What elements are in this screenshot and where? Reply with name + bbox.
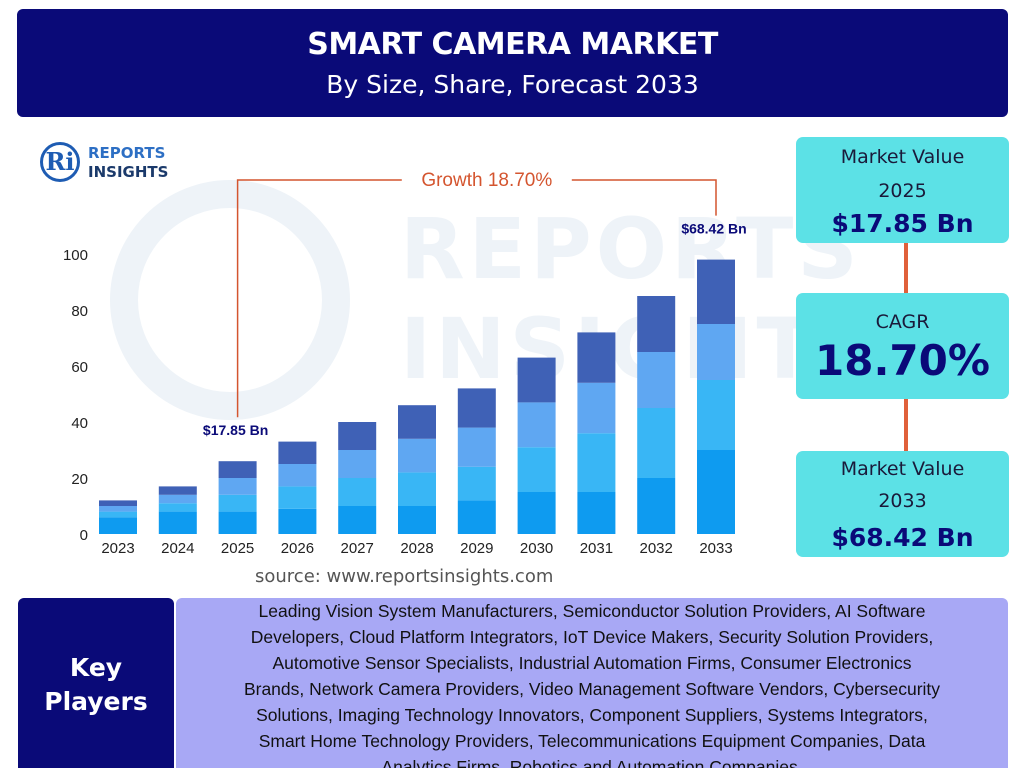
bar-segment [517, 357, 556, 403]
key-players-line: Brands, Network Camera Providers, Video … [243, 679, 941, 699]
bar-segment [338, 450, 377, 478]
bar-segment [457, 466, 496, 501]
connector-line-top [904, 243, 908, 293]
bar-segment [278, 508, 317, 534]
growth-label: Growth 18.70% [421, 170, 552, 191]
source-note: source: www.reportsinsights.com [255, 566, 554, 587]
key-players-line: Leading Vision System Manufacturers, Sem… [258, 601, 926, 621]
y-tick-label: 0 [80, 527, 88, 544]
brand-logo: Ri REPORTS INSIGHTS [40, 142, 190, 184]
key-players-heading-box: Key Players [18, 598, 174, 768]
bar-segment [457, 388, 496, 428]
market-value-2025-label-line2: 2025 [878, 180, 927, 202]
cagr-label: CAGR [875, 311, 930, 333]
market-value-2025-card: Market Value 2025 $17.85 Bn [796, 137, 1009, 243]
x-tick-label: 2030 [520, 540, 553, 557]
bar-segment [697, 450, 735, 534]
bar-segment [99, 500, 137, 506]
x-tick-label: 2027 [341, 540, 374, 557]
brand-name-line1: REPORTS [88, 144, 166, 162]
x-tick-label: 2032 [640, 540, 673, 557]
growth-bracket-left [236, 179, 402, 418]
bar-segment [697, 259, 735, 324]
market-value-2033-card: Market Value 2033 $68.42 Bn [796, 451, 1009, 557]
y-tick-label: 100 [63, 247, 88, 264]
key-players-line: Analytics Firms, Robotics and Automation… [381, 757, 803, 768]
market-value-2025-label-line1: Market Value [840, 146, 965, 168]
bar-segment [637, 408, 676, 478]
market-size-bar-chart: 0 20 40 60 80 100 2023 2024 2025 2026 2027 2028 2029… [63, 170, 747, 557]
data-label: $68.42 Bn [681, 221, 746, 237]
page-subtitle: By Size, Share, Forecast 2033 [326, 70, 699, 99]
key-players-line: Developers, Cloud Platform Integrators, … [250, 627, 934, 647]
growth-bracket-right [571, 179, 717, 216]
x-tick-label: 2031 [580, 540, 613, 557]
bar-segment [697, 380, 735, 450]
bar-segment [398, 405, 436, 439]
market-value-2033-value: $68.42 Bn [831, 523, 974, 552]
key-players-line: Automotive Sensor Specialists, Industria… [272, 653, 912, 673]
key-players-heading-line2: Players [44, 687, 148, 716]
bar-segment [218, 461, 257, 478]
bar-segment [218, 511, 257, 534]
key-players-line: Solutions, Imaging Technology Innovators… [256, 705, 928, 725]
bar-segment [637, 478, 676, 534]
x-tick-label: 2028 [400, 540, 433, 557]
x-tick-label: 2029 [460, 540, 493, 557]
bar-segment [517, 492, 556, 534]
market-value-2033-label-line2: 2033 [878, 490, 927, 512]
bar-segment [158, 511, 197, 534]
bar-segment [338, 422, 377, 450]
page-title: SMART CAMERA MARKET [307, 27, 718, 62]
bar-segment [517, 402, 556, 448]
x-tick-label: 2026 [281, 540, 314, 557]
bar-segment [577, 492, 616, 534]
cagr-card: CAGR 18.70% [796, 293, 1009, 399]
x-tick-label: 2023 [101, 540, 134, 557]
x-tick-label: 2033 [699, 540, 732, 557]
bar-segment [218, 478, 257, 495]
bar-segment [99, 506, 137, 512]
bar-segment [338, 506, 377, 534]
bar-segment [517, 447, 556, 492]
bar-segment [577, 382, 616, 434]
bar-segment [398, 506, 436, 534]
bar-segment [637, 352, 676, 408]
brand-name-line2: INSIGHTS [88, 163, 169, 181]
key-players-list: Leading Vision System Manufacturers, Sem… [176, 598, 1008, 768]
data-label: $17.85 Bn [203, 422, 268, 438]
bar-segment [99, 511, 137, 518]
bar-segment [338, 478, 377, 506]
x-tick-label: 2024 [161, 540, 194, 557]
market-value-2025-value: $17.85 Bn [831, 209, 974, 238]
market-value-2033-label-line1: Market Value [840, 458, 965, 480]
bar-segment [577, 433, 616, 492]
bar-segment [158, 486, 197, 495]
bar-segment [398, 472, 436, 506]
bar-segment [158, 494, 197, 504]
bar-segment [577, 332, 616, 383]
bar-segment [278, 441, 317, 464]
bar-segment [457, 427, 496, 467]
bar-segment [697, 324, 735, 380]
key-players-line: Smart Home Technology Providers, Telecom… [258, 731, 926, 751]
y-tick-label: 20 [71, 471, 88, 488]
cagr-value: 18.70% [815, 336, 990, 385]
bar-segment [457, 500, 496, 534]
bar-segment [637, 296, 676, 352]
bar-segment [278, 464, 317, 487]
header-banner: SMART CAMERA MARKET By Size, Share, Fore… [17, 9, 1008, 117]
bar-segment [158, 503, 197, 512]
brand-logo-icon: Ri [40, 142, 80, 182]
y-tick-label: 60 [71, 359, 88, 376]
x-tick-label: 2025 [221, 540, 254, 557]
connector-line-bottom [904, 399, 908, 451]
bar-segment [218, 494, 257, 512]
y-tick-label: 40 [71, 415, 88, 432]
y-tick-label: 80 [71, 303, 88, 320]
key-players-heading-line1: Key [69, 653, 123, 682]
bar-segment [99, 517, 137, 534]
bar-segment [398, 438, 436, 473]
bar-segment [278, 486, 317, 509]
